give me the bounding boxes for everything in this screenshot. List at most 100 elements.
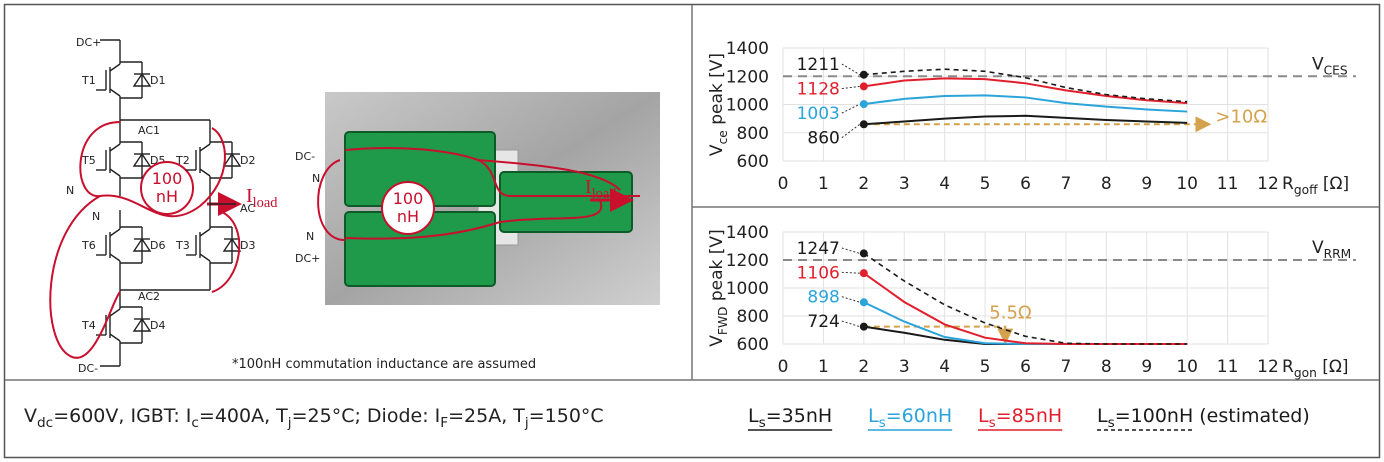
y-tick-label: 1200 [726,251,769,271]
circuit-label: AC [240,202,255,215]
legend-entry: Ls=35nH [748,405,832,431]
leader [841,63,861,76]
diode [222,237,242,252]
leader [841,123,861,139]
emitter [109,253,121,262]
inductance-unit: nH [156,187,178,206]
loop-wire [79,121,226,218]
legend-entry: Ls=100nH (estimated) [1097,405,1310,431]
y-tick-label: 800 [737,307,769,327]
x-tick-label: 4 [939,357,950,377]
x-tick-label: 10 [1176,174,1198,194]
circuit-label: T6 [81,239,96,252]
frame [3,3,1381,459]
x-tick-label: 0 [778,357,789,377]
y-tick-label: 1000 [726,279,769,299]
value-label: 1106 [797,263,840,283]
collector [109,228,121,237]
x-tick-label: 1 [818,357,829,377]
series-line [863,252,1188,345]
photo-label: DC+ [295,252,320,265]
point [859,322,868,331]
y-tick-label: 1400 [726,39,769,59]
x-tick-label: 3 [899,357,910,377]
current-label: Iload [585,176,617,202]
diode [132,152,152,167]
x-tick-label: 7 [1061,357,1072,377]
value-label: 1003 [797,104,840,124]
value-label: 1211 [797,55,840,75]
y-tick-label: 1200 [726,67,769,87]
x-axis-label: Rgon [Ω] [1282,357,1349,380]
inductance-circle [381,181,435,235]
legend-entry: Ls=60nH [868,405,952,431]
y-tick-label: 1000 [726,96,769,116]
y-tick-label: 600 [737,335,769,355]
loop-wire [317,159,346,241]
point [859,269,868,278]
caption: Vdc=600V, IGBT: Ic=400A, Tj=25°C; Diode:… [24,405,604,431]
series-line [863,77,1188,105]
x-tick-label: 1 [818,174,829,194]
x-tick-label: 10 [1176,357,1198,377]
x-tick-label: 5 [980,357,991,377]
series-line [863,114,1188,126]
x-tick-label: 9 [1141,357,1152,377]
inductance-unit: nH [397,207,419,226]
circuit-label: D6 [150,239,165,252]
loop-wire [49,195,121,359]
x-tick-label: 12 [1257,174,1279,194]
collector [109,63,121,72]
circuit-label: N [66,184,74,197]
point [859,100,868,109]
y-axis-label: VFWD peak [V] [707,229,730,346]
collector [109,308,121,317]
point [859,298,868,307]
circuit-label: T3 [175,239,190,252]
loop-wire [344,147,640,240]
leader [841,103,861,114]
x-tick-label: 11 [1217,174,1239,194]
leader [841,320,860,328]
emitter [109,168,121,177]
inductance-value: 100 [393,189,424,208]
point [859,82,868,91]
x-tick-label: 8 [1101,174,1112,194]
x-tick-label: 6 [1020,357,1031,377]
leader [841,271,860,274]
y-axis-label: Vce peak [V] [707,53,730,156]
circuit-label: T4 [81,319,96,332]
circuit-label: D3 [240,239,255,252]
point [859,249,868,258]
circuit-label: AC1 [138,124,160,137]
x-tick-label: 2 [858,357,869,377]
circuit-label: D2 [240,154,255,167]
x-tick-label: 4 [939,174,950,194]
value-label: 1247 [797,239,840,259]
x-tick-label: 2 [858,174,869,194]
annotation-arrow [863,325,1014,345]
x-tick-label: 7 [1061,174,1072,194]
circuit-label: DC- [78,362,98,375]
diode [132,72,152,87]
annotation: >10Ω [1215,106,1267,127]
x-tick-label: 8 [1101,357,1112,377]
module [499,171,633,233]
diode [132,317,152,332]
x-tick-label: 6 [1020,174,1031,194]
photo-label: N [306,230,314,243]
x-tick-label: 3 [899,174,910,194]
collector [199,228,211,237]
value-label: 724 [807,312,839,332]
diode [132,237,152,252]
y-tick-label: 800 [737,124,769,144]
value-label: 898 [807,288,839,308]
point [859,70,868,79]
legend-entry: Ls=85nH [978,405,1062,431]
diode [222,152,242,167]
x-tick-label: 9 [1141,174,1152,194]
circuit-label: DC+ [76,36,101,49]
value-label: 860 [807,129,839,149]
reference-label: VRRM [1312,238,1351,261]
